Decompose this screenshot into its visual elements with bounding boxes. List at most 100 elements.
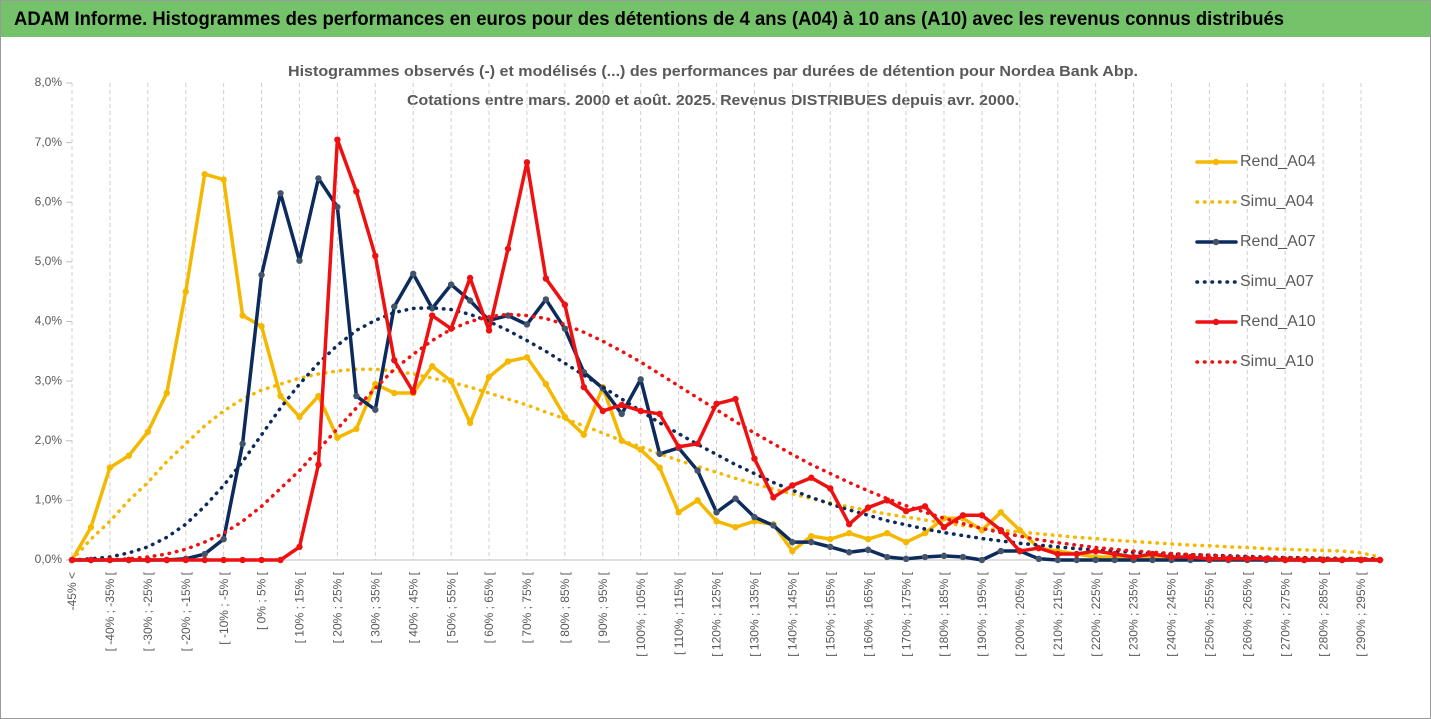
point (656, 410, 663, 418)
y-tick-label: 5,0% (35, 254, 63, 268)
point (163, 389, 170, 397)
point (1054, 556, 1061, 564)
point (921, 529, 929, 537)
x-tick-label: [ 190% ; 195% [ (975, 571, 989, 656)
point (410, 270, 417, 277)
point (277, 556, 284, 564)
point (978, 556, 986, 564)
point (997, 547, 1005, 555)
point (163, 556, 170, 564)
y-tick-label: 3,0% (35, 373, 63, 387)
point (1035, 544, 1042, 552)
point (599, 407, 606, 415)
point (523, 321, 531, 328)
point (1206, 555, 1213, 563)
point (846, 549, 853, 556)
point (713, 509, 720, 516)
point (959, 512, 967, 519)
point (296, 413, 303, 421)
legend-marker (1212, 318, 1220, 326)
point (864, 546, 872, 554)
x-tick-label: [ 260% ; 265% [ (1240, 571, 1254, 656)
y-tick-label: 1,0% (35, 493, 63, 507)
y-tick-label: 6,0% (35, 194, 63, 208)
point (220, 176, 227, 183)
point (694, 497, 701, 504)
point (523, 354, 531, 361)
point (1092, 547, 1099, 555)
x-tick-label: [ -10% ; -5% [ (217, 571, 231, 644)
chart-title: Histogrammes observés (-) et modélisés (… (288, 63, 1138, 80)
x-tick-label: [ 170% ; 175% [ (899, 571, 913, 656)
point (1376, 556, 1384, 564)
point (523, 159, 531, 166)
point (315, 392, 322, 400)
x-tick-label: [ 0% ; 5% [ (255, 571, 269, 630)
point (808, 532, 815, 540)
x-tick-label: [ 210% ; 215% [ (1051, 571, 1065, 656)
point (864, 535, 872, 543)
point (1035, 555, 1042, 563)
point (561, 325, 569, 332)
point (258, 271, 265, 279)
y-tick-label: 4,0% (35, 314, 63, 328)
point (410, 388, 417, 396)
point (201, 171, 208, 178)
point (1111, 556, 1118, 564)
point (296, 257, 303, 264)
x-tick-label: [ 90% ; 95% [ (596, 571, 610, 643)
point (87, 524, 95, 531)
point (732, 395, 739, 403)
model-line (70, 312, 1382, 562)
point (353, 392, 360, 400)
point (277, 392, 284, 400)
legend-label: Rend_A07 (1240, 233, 1316, 250)
legend-label: Rend_A04 (1240, 153, 1316, 170)
point (239, 440, 246, 447)
x-tick-label: [ 80% ; 85% [ (558, 571, 572, 643)
legend-marker (1212, 238, 1220, 246)
point (428, 305, 436, 312)
point (315, 461, 322, 468)
point (447, 281, 455, 288)
y-tick-label: 2,0% (35, 433, 63, 447)
y-tick-label: 0,0% (35, 552, 63, 566)
point (428, 312, 436, 319)
point (732, 495, 739, 502)
point (902, 507, 910, 515)
point (808, 474, 815, 481)
point (1149, 550, 1156, 558)
point (144, 428, 152, 436)
x-tick-label: [ 70% ; 75% [ (520, 571, 534, 643)
x-tick-label: [ -40% ; -35% [ (103, 571, 117, 651)
legend-label: Rend_A10 (1240, 313, 1316, 330)
point (466, 297, 474, 304)
point (1016, 547, 1024, 555)
point (864, 504, 872, 511)
legend-label: Simu_A04 (1240, 193, 1314, 210)
point (258, 323, 265, 330)
x-tick-label: [ 50% ; 55% [ (444, 571, 458, 643)
point (182, 556, 189, 564)
x-tick-label: [ 30% ; 35% [ (368, 571, 382, 643)
x-tick-label: [ 150% ; 155% [ (823, 571, 837, 656)
point (940, 552, 948, 560)
point (921, 553, 929, 561)
point (978, 512, 986, 519)
point (1092, 556, 1099, 564)
point (466, 419, 474, 427)
legend-label: Simu_A07 (1240, 273, 1314, 290)
header-bar (1, 1, 1430, 37)
point (466, 274, 474, 282)
point (220, 556, 227, 564)
x-tick-label: [ 20% ; 25% [ (331, 571, 345, 643)
x-tick-label: [ -30% ; -25% [ (141, 571, 155, 651)
point (542, 296, 550, 303)
point (201, 556, 208, 564)
point (1168, 553, 1175, 561)
point (694, 467, 701, 474)
x-tick-label: [ 280% ; 285% [ (1316, 571, 1330, 656)
x-tick-label: [ 120% ; 125% [ (710, 571, 724, 656)
point (391, 389, 398, 397)
